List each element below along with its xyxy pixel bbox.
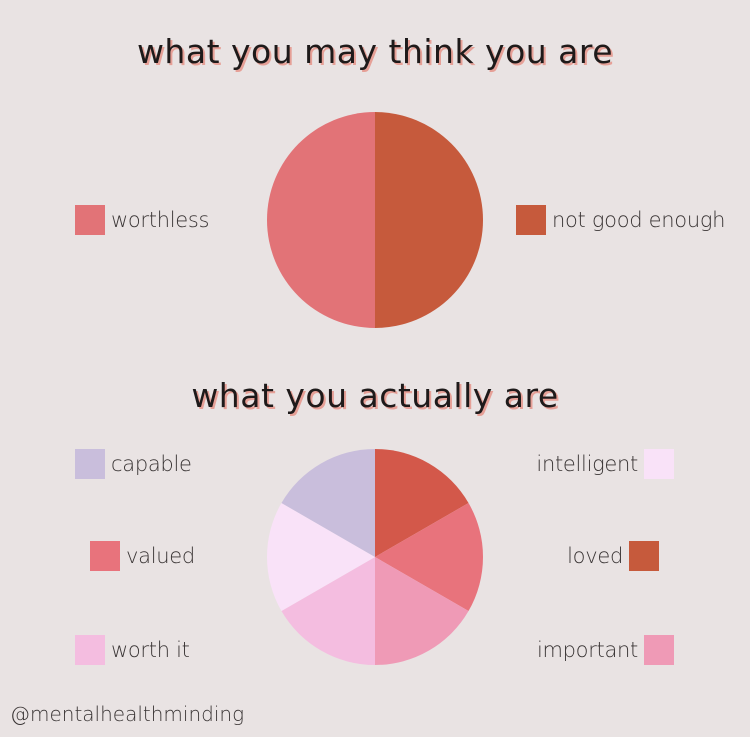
legend-intelligent: intelligent [536, 449, 674, 479]
legend-label-not-good-enough: not good enough [552, 208, 726, 232]
legend-swatch-capable [75, 449, 105, 479]
legend-swatch-loved [629, 541, 659, 571]
legend-worthless: worthless [75, 205, 209, 235]
pie-slice-not-good-enough [375, 112, 483, 328]
legend-label-valued: valued [126, 544, 195, 568]
legend-label-loved: loved [567, 544, 623, 568]
legend-swatch-valued [90, 541, 120, 571]
legend-label-worthless: worthless [111, 208, 210, 232]
legend-valued: valued [90, 541, 195, 571]
legend-label-important: important [536, 638, 638, 662]
chart-title-bottom: what you actually are [191, 376, 559, 415]
author-handle: @mentalhealthminding [10, 702, 245, 726]
legend-swatch-worthless [75, 205, 105, 235]
legend-loved: loved [567, 541, 659, 571]
legend-swatch-not-good-enough [516, 205, 546, 235]
legend-swatch-important [644, 635, 674, 665]
pie-slice-capable [281, 449, 375, 557]
pie-chart-top [267, 112, 483, 328]
legend-swatch-intelligent [644, 449, 674, 479]
pie-slice-important [375, 557, 469, 665]
pie-slice-valued [375, 503, 483, 611]
pie-slice-intelligent [267, 503, 375, 611]
legend-not-good-enough: not good enough [516, 205, 725, 235]
pie-slice-worth-it [281, 557, 375, 665]
pie-chart-bottom [267, 449, 483, 665]
legend-label-intelligent: intelligent [536, 452, 638, 476]
pie-slice-worthless [267, 112, 375, 328]
chart-title-top: what you may think you are [136, 32, 614, 71]
legend-capable: capable [75, 449, 192, 479]
legend-important: important [537, 635, 674, 665]
pie-slice-loved [375, 449, 469, 557]
legend-label-worth-it: worth it [111, 638, 190, 662]
legend-worth-it: worth it [75, 635, 190, 665]
legend-label-capable: capable [111, 452, 192, 476]
legend-swatch-worth-it [75, 635, 105, 665]
